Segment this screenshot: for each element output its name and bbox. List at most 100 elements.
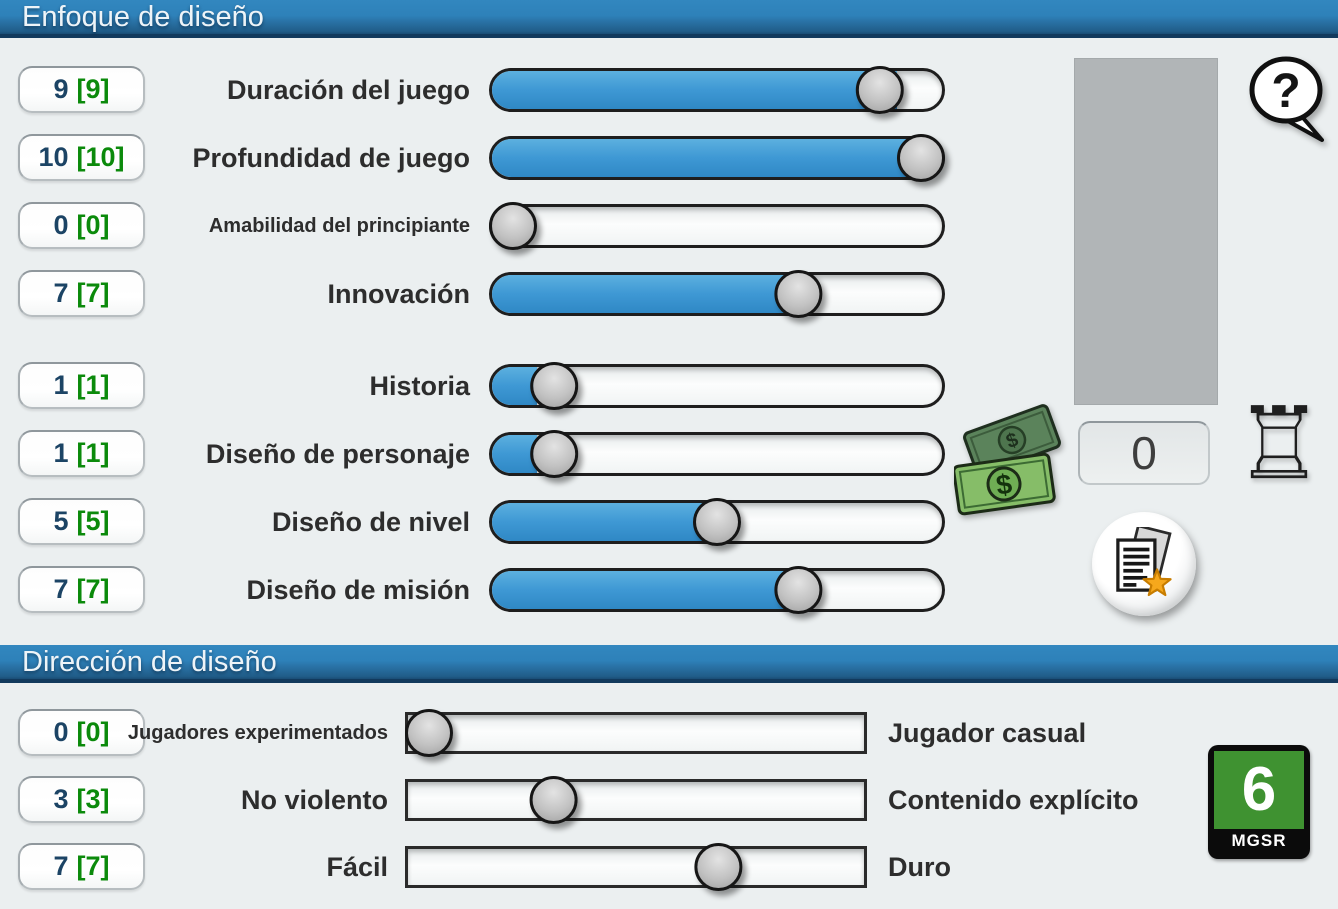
document-star-icon (1116, 527, 1172, 597)
section-header-design-focus: Enfoque de diseño (0, 0, 1338, 38)
age-rating-badge: 6 MGSR (1208, 745, 1310, 859)
badge-target: [5] (76, 506, 110, 536)
value-badge: 5 [5] (18, 498, 145, 545)
slider-track[interactable] (489, 204, 945, 248)
row-nonviolent: 3 [3] No violento Contenido explícito (0, 776, 1338, 824)
badge-target: [9] (76, 74, 110, 104)
slider-mission-design[interactable] (489, 566, 945, 614)
cover-placeholder-box (1074, 58, 1218, 405)
slider-knob[interactable] (529, 776, 578, 824)
badge-target: [7] (76, 574, 110, 604)
slider-knob[interactable] (529, 362, 578, 410)
slider-violence[interactable] (405, 776, 867, 824)
budget-counter: 0 (1078, 421, 1210, 485)
badge-target: [10] (76, 142, 125, 172)
row-game-depth: 10 [10] Profundidad de juego (0, 134, 1338, 182)
help-icon[interactable]: ? (1246, 54, 1334, 146)
slider-knob[interactable] (489, 202, 537, 250)
question-mark-glyph: ? (1271, 65, 1300, 118)
slider-track[interactable] (405, 712, 867, 754)
slider-knob[interactable] (693, 498, 741, 546)
row-experienced-players: 0 [0] Jugadores experimentados Jugador c… (0, 709, 1338, 757)
badge-target: [1] (76, 438, 110, 468)
slider-label: Diseño de personaje (205, 438, 470, 469)
slider-innovation[interactable] (489, 270, 945, 318)
slider-track[interactable] (405, 846, 867, 888)
budget-amount: 0 (1131, 427, 1157, 479)
value-badge: 9 [9] (18, 66, 145, 113)
age-rating-value: 6 (1241, 755, 1277, 824)
slider-fill (492, 139, 942, 177)
report-document-button[interactable] (1092, 512, 1196, 616)
value-badge: 1 [1] (18, 430, 145, 477)
section-title: Enfoque de diseño (22, 0, 264, 33)
row-character-design: 1 [1] Diseño de personaje (0, 430, 1338, 478)
money-icon: $ $ (954, 404, 1061, 516)
badge-score: 5 (53, 506, 69, 536)
row-level-design: 5 [5] Diseño de nivel (0, 498, 1338, 546)
slider-label: Historia (369, 370, 470, 401)
slider-fill (492, 503, 717, 541)
slider-right-label: Contenido explícito (888, 784, 1139, 815)
slider-knob[interactable] (774, 270, 823, 318)
slider-knob[interactable] (529, 430, 578, 478)
slider-track[interactable] (489, 272, 945, 316)
slider-knob[interactable] (856, 66, 905, 114)
slider-label: Duración del juego (226, 74, 470, 105)
badge-target: [1] (76, 370, 110, 400)
slider-fill (492, 571, 807, 609)
badge-target: [0] (76, 717, 110, 747)
slider-knob[interactable] (774, 566, 823, 614)
value-badge: 0 [0] (18, 709, 145, 756)
slider-knob[interactable] (694, 843, 743, 891)
dollar-glyph-front: $ (994, 468, 1014, 501)
slider-fill (492, 71, 897, 109)
slider-fill (492, 435, 537, 473)
slider-label: Amabilidad del principiante (208, 214, 470, 237)
slider-difficulty[interactable] (405, 843, 867, 891)
slider-label: Innovación (327, 278, 470, 309)
rook-icon: ♖ (1234, 390, 1324, 502)
row-story: 1 [1] Historia (0, 362, 1338, 410)
row-mission-design: 7 [7] Diseño de misión (0, 566, 1338, 614)
row-innovation: 7 [7] Innovación (0, 270, 1338, 318)
value-badge: 1 [1] (18, 362, 145, 409)
slider-knob[interactable] (405, 709, 453, 757)
slider-beginner-friendliness[interactable] (489, 202, 945, 250)
badge-score: 10 (38, 142, 69, 172)
badge-score: 7 (53, 278, 69, 308)
badge-score: 7 (53, 851, 69, 881)
badge-target: [7] (76, 851, 110, 881)
slider-game-length[interactable] (489, 66, 945, 114)
row-beginner-friendliness: 0 [0] Amabilidad del principiante (0, 202, 1338, 250)
badge-score: 9 (53, 74, 69, 104)
slider-track[interactable] (489, 568, 945, 612)
slider-story[interactable] (489, 362, 945, 410)
rook-glyph: ♖ (1234, 388, 1324, 500)
slider-label: Jugadores experimentados (127, 721, 388, 744)
age-rating-panel: 6 (1214, 751, 1304, 829)
slider-experienced-players[interactable] (405, 709, 867, 757)
slider-track[interactable] (405, 779, 867, 821)
slider-knob[interactable] (897, 134, 945, 182)
slider-label: Diseño de misión (246, 574, 470, 605)
value-badge: 7 [7] (18, 843, 145, 890)
badge-score: 1 (53, 370, 69, 400)
badge-target: [3] (76, 784, 110, 814)
badge-target: [0] (76, 210, 110, 240)
value-badge: 10 [10] (18, 134, 145, 181)
section-header-design-direction: Dirección de diseño (0, 645, 1338, 683)
slider-game-depth[interactable] (489, 134, 945, 182)
slider-level-design[interactable] (489, 498, 945, 546)
slider-track[interactable] (489, 136, 945, 180)
slider-label: Profundidad de juego (192, 142, 471, 173)
value-badge: 3 [3] (18, 776, 145, 823)
badge-score: 1 (53, 438, 69, 468)
slider-character-design[interactable] (489, 430, 945, 478)
slider-label: Diseño de nivel (271, 506, 470, 537)
slider-right-label: Duro (888, 851, 951, 882)
row-game-length: 9 [9] Duración del juego (0, 66, 1338, 114)
slider-label: Fácil (326, 851, 388, 882)
badge-target: [7] (76, 278, 110, 308)
